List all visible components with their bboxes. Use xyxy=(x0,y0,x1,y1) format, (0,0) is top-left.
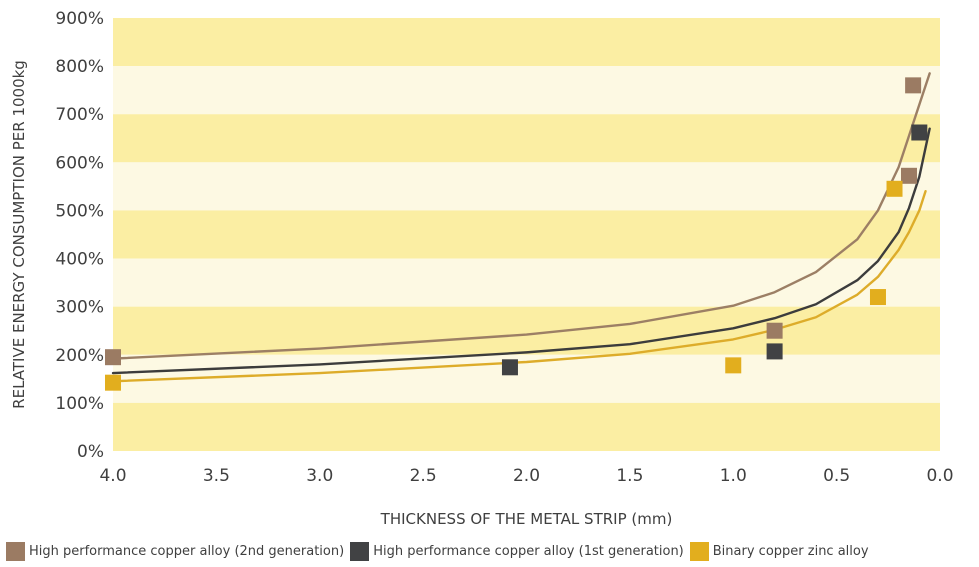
y-tick-label: 500% xyxy=(55,201,104,221)
x-tick-label: 0.0 xyxy=(926,466,953,486)
legend-swatch xyxy=(6,541,25,561)
data-point xyxy=(766,343,783,360)
y-tick-label: 400% xyxy=(55,250,104,270)
data-point xyxy=(905,77,922,94)
x-axis-ticks: 4.0 3.5 3.0 2.5 2.0 1.5 1.0 0.5 0.0 xyxy=(99,466,953,486)
data-point xyxy=(869,289,886,306)
plot-band xyxy=(113,66,940,115)
data-point xyxy=(501,359,518,376)
y-tick-label: 0% xyxy=(77,442,104,462)
x-tick-label: 1.0 xyxy=(720,466,747,486)
plot-band xyxy=(113,162,940,211)
y-tick-label: 700% xyxy=(55,105,104,125)
data-point xyxy=(105,349,121,366)
data-point xyxy=(900,167,917,184)
x-tick-label: 3.5 xyxy=(203,466,230,486)
plot-background-bands xyxy=(113,18,940,451)
x-tick-label: 0.5 xyxy=(823,466,850,486)
data-point xyxy=(105,374,121,391)
y-tick-label: 100% xyxy=(55,394,104,414)
plot-band xyxy=(113,258,940,307)
legend-swatch xyxy=(689,541,709,561)
y-tick-label: 800% xyxy=(55,57,104,77)
plot-band xyxy=(113,18,940,67)
x-tick-label: 4.0 xyxy=(99,466,126,486)
x-axis-title: THICKNESS OF THE METAL STRIP (mm) xyxy=(380,510,673,528)
data-point xyxy=(886,180,903,197)
y-axis-title: RELATIVE ENERGY CONSUMPTION PER 1000kg xyxy=(10,60,28,409)
y-tick-label: 900% xyxy=(55,9,104,29)
legend: High performance copper alloy (2nd gener… xyxy=(6,541,875,561)
trend-line xyxy=(111,72,931,360)
data-point xyxy=(766,322,783,339)
trend-line xyxy=(111,190,927,383)
y-tick-label: 600% xyxy=(55,153,104,173)
plot-band xyxy=(113,402,940,451)
legend-item-2nd-generation: High performance copper alloy (2nd gener… xyxy=(6,541,345,561)
data-point xyxy=(911,124,928,141)
legend-label: High performance copper alloy (1st gener… xyxy=(373,543,684,559)
plot-band xyxy=(113,114,940,163)
x-tick-label: 1.5 xyxy=(616,466,643,486)
y-tick-label: 300% xyxy=(55,298,104,318)
legend-item-1st-generation: High performance copper alloy (1st gener… xyxy=(350,541,684,561)
trend-line xyxy=(111,127,931,375)
x-tick-label: 2.5 xyxy=(410,466,437,486)
data-points xyxy=(105,77,928,391)
x-tick-label: 2.0 xyxy=(513,466,540,486)
plot-band xyxy=(113,210,940,259)
legend-item-binary-copper-zinc: Binary copper zinc alloy xyxy=(689,541,869,561)
trend-lines xyxy=(111,72,931,383)
data-point xyxy=(725,357,742,374)
chart-area: 0% 100% 200% 300% 400% 500% 600% 700% 800% 900% 4… xyxy=(10,9,954,528)
legend-label: Binary copper zinc alloy xyxy=(712,543,869,559)
x-tick-label: 3.0 xyxy=(306,466,333,486)
plot-band xyxy=(113,306,940,355)
y-axis-ticks: 0% 100% 200% 300% 400% 500% 600% 700% 800% 900% xyxy=(55,9,104,462)
legend-swatch xyxy=(350,541,370,561)
y-tick-label: 200% xyxy=(55,346,104,366)
legend-label: High performance copper alloy (2nd gener… xyxy=(29,543,345,559)
